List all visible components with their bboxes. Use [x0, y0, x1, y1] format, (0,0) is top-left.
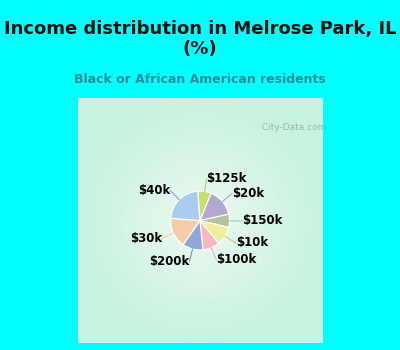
- Text: $150k: $150k: [242, 215, 282, 228]
- Text: $40k: $40k: [138, 184, 170, 197]
- Wedge shape: [200, 214, 230, 228]
- Text: $200k: $200k: [149, 255, 189, 268]
- Wedge shape: [200, 193, 229, 220]
- Text: Black or African American residents: Black or African American residents: [74, 73, 326, 86]
- Text: $100k: $100k: [216, 253, 256, 266]
- Wedge shape: [200, 220, 218, 250]
- Text: $20k: $20k: [232, 187, 264, 200]
- Wedge shape: [183, 220, 203, 250]
- Text: City-Data.com: City-Data.com: [256, 123, 327, 132]
- Wedge shape: [171, 191, 200, 220]
- Text: $30k: $30k: [130, 232, 162, 245]
- Wedge shape: [171, 218, 200, 245]
- Text: $125k: $125k: [206, 173, 247, 186]
- Text: Income distribution in Melrose Park, IL
(%): Income distribution in Melrose Park, IL …: [4, 20, 396, 58]
- Wedge shape: [198, 191, 211, 220]
- Wedge shape: [200, 220, 228, 243]
- Text: $10k: $10k: [236, 237, 268, 250]
